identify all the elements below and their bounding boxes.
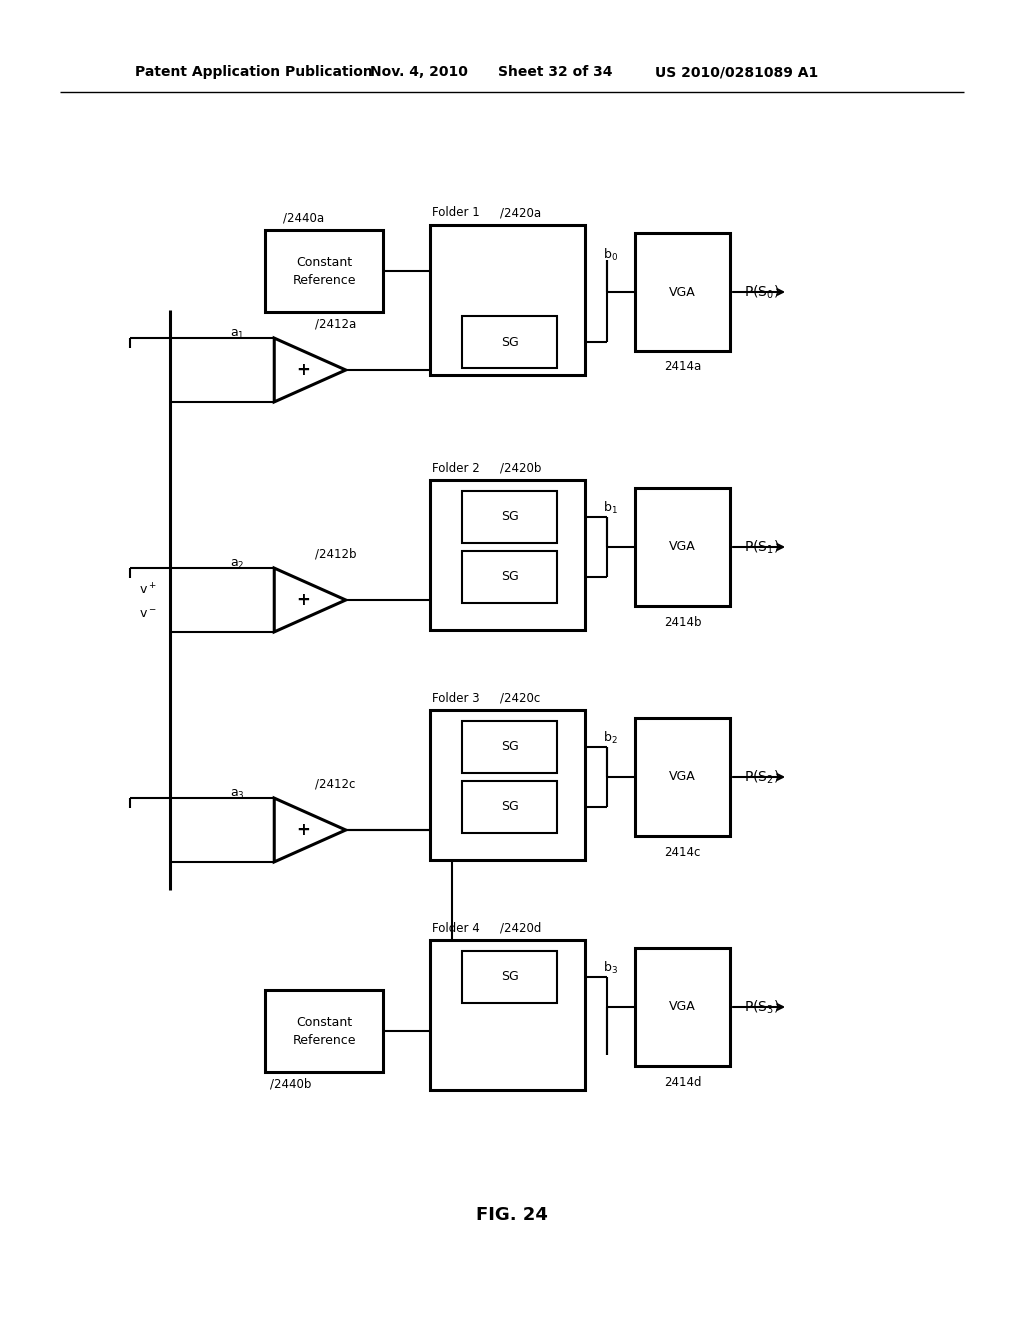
Text: b$_2$: b$_2$ — [603, 730, 617, 746]
Text: b$_0$: b$_0$ — [603, 247, 618, 263]
Text: b$_3$: b$_3$ — [603, 960, 617, 975]
Text: Constant: Constant — [296, 256, 352, 268]
Text: SG: SG — [501, 800, 518, 813]
Text: SG: SG — [501, 570, 518, 583]
Text: Folder 2: Folder 2 — [432, 462, 480, 474]
Text: Folder 1: Folder 1 — [432, 206, 480, 219]
Bar — [462, 781, 557, 833]
Text: b$_1$: b$_1$ — [603, 500, 617, 516]
Text: /2420b: /2420b — [500, 462, 542, 474]
Bar — [635, 488, 730, 606]
Text: Reference: Reference — [292, 273, 355, 286]
Text: SG: SG — [501, 511, 518, 524]
Text: /2440b: /2440b — [270, 1077, 311, 1090]
Bar — [635, 948, 730, 1067]
Text: Folder 4: Folder 4 — [432, 921, 480, 935]
Text: /2420a: /2420a — [500, 206, 541, 219]
Text: a$_2$: a$_2$ — [229, 557, 245, 570]
Text: VGA: VGA — [669, 771, 696, 784]
Text: /2420d: /2420d — [500, 921, 542, 935]
Text: +: + — [296, 591, 310, 609]
Text: 2414d: 2414d — [664, 1076, 701, 1089]
Bar — [430, 710, 585, 861]
Text: P(S$_2$): P(S$_2$) — [744, 768, 779, 785]
Text: Reference: Reference — [292, 1034, 355, 1047]
Bar — [462, 550, 557, 603]
Text: VGA: VGA — [669, 1001, 696, 1014]
Text: Nov. 4, 2010: Nov. 4, 2010 — [370, 65, 468, 79]
Text: 2414c: 2414c — [665, 846, 700, 858]
Bar — [635, 718, 730, 836]
Text: Folder 3: Folder 3 — [432, 692, 479, 705]
Text: P(S$_3$): P(S$_3$) — [744, 998, 779, 1015]
Text: +: + — [296, 360, 310, 379]
Bar — [462, 721, 557, 774]
Bar — [430, 480, 585, 630]
Text: Patent Application Publication: Patent Application Publication — [135, 65, 373, 79]
Bar — [462, 315, 557, 368]
Bar — [430, 940, 585, 1090]
Text: Constant: Constant — [296, 1015, 352, 1028]
Text: v$^+$: v$^+$ — [139, 582, 157, 598]
Text: /2412a: /2412a — [315, 318, 356, 330]
Text: 2414a: 2414a — [664, 360, 701, 374]
Text: 2414b: 2414b — [664, 615, 701, 628]
Text: /2412b: /2412b — [315, 548, 356, 561]
Bar — [635, 234, 730, 351]
Text: +: + — [296, 821, 310, 840]
Text: Sheet 32 of 34: Sheet 32 of 34 — [498, 65, 612, 79]
Text: /2412c: /2412c — [315, 777, 355, 791]
Text: SG: SG — [501, 741, 518, 754]
Text: FIG. 24: FIG. 24 — [476, 1206, 548, 1224]
Text: SG: SG — [501, 335, 518, 348]
Bar — [462, 491, 557, 543]
Text: VGA: VGA — [669, 285, 696, 298]
Bar — [430, 224, 585, 375]
Text: US 2010/0281089 A1: US 2010/0281089 A1 — [655, 65, 818, 79]
Bar — [265, 990, 383, 1072]
Text: SG: SG — [501, 970, 518, 983]
Bar — [462, 950, 557, 1003]
Text: P(S$_1$): P(S$_1$) — [744, 539, 779, 556]
Text: a$_1$: a$_1$ — [229, 327, 245, 341]
Bar — [265, 230, 383, 312]
Text: v$^-$: v$^-$ — [139, 609, 157, 622]
Text: P(S$_0$): P(S$_0$) — [744, 284, 779, 301]
Text: /2420c: /2420c — [500, 692, 541, 705]
Text: a$_3$: a$_3$ — [229, 788, 245, 801]
Text: /2440a: /2440a — [283, 211, 325, 224]
Text: VGA: VGA — [669, 540, 696, 553]
